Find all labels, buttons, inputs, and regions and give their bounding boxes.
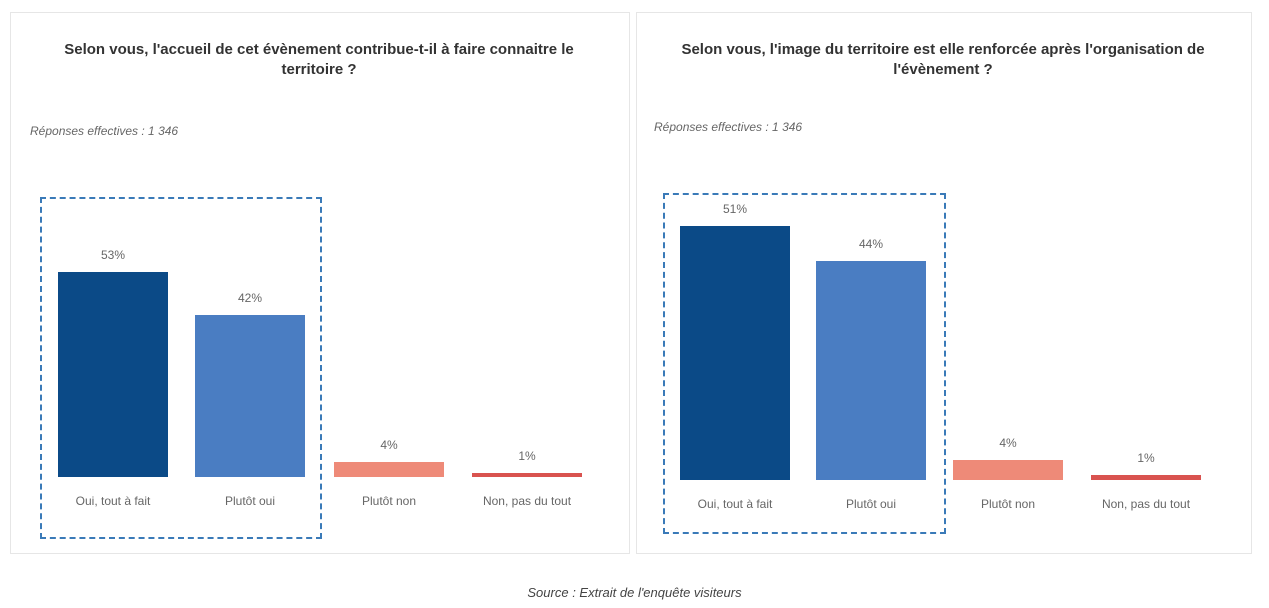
value-label: 1% <box>1137 451 1155 466</box>
value-label: 44% <box>858 236 884 251</box>
bar <box>195 314 305 477</box>
category-label: Plutôt oui <box>845 497 897 511</box>
category-label: Non, pas du tout <box>1101 497 1191 511</box>
value-label: 1% <box>518 449 536 464</box>
category-label: Plutôt non <box>361 494 417 508</box>
highlight-box <box>663 193 946 534</box>
highlight-box <box>40 197 322 539</box>
chart-subtitle: Réponses effectives : 1 346 <box>654 120 803 134</box>
chart-subtitle: Réponses effectives : 1 346 <box>30 124 179 138</box>
source: Source : Extrait de l'enquête visiteurs <box>527 585 742 600</box>
bar <box>334 461 444 477</box>
value-label: 53% <box>100 248 126 262</box>
bar <box>1091 475 1201 480</box>
category-label: Non, pas du tout <box>482 494 572 508</box>
bar <box>953 460 1063 480</box>
bar <box>816 260 926 480</box>
chart-title: Selon vous, l'image du territoire est el… <box>681 41 1205 78</box>
category-label: Plutôt oui <box>224 494 276 508</box>
value-label: 4% <box>380 437 398 452</box>
value-label: 51% <box>722 202 748 216</box>
bar <box>58 272 168 477</box>
category-label: Oui, tout à fait <box>75 494 151 508</box>
bar <box>680 226 790 480</box>
value-label: 42% <box>237 290 263 305</box>
bar <box>472 473 582 477</box>
chart-title: Selon vous, l'accueil de cet évènement c… <box>64 41 574 78</box>
category-label: Plutôt non <box>980 497 1036 511</box>
category-label: Oui, tout à fait <box>697 497 773 511</box>
value-label: 4% <box>999 436 1017 451</box>
